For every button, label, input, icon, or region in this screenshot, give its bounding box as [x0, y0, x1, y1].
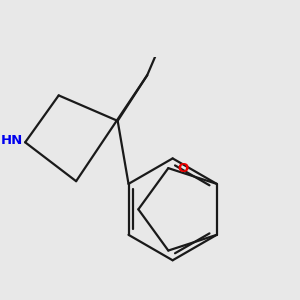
- Text: F: F: [142, 0, 151, 2]
- Text: O: O: [177, 162, 188, 175]
- Text: HN: HN: [1, 134, 23, 147]
